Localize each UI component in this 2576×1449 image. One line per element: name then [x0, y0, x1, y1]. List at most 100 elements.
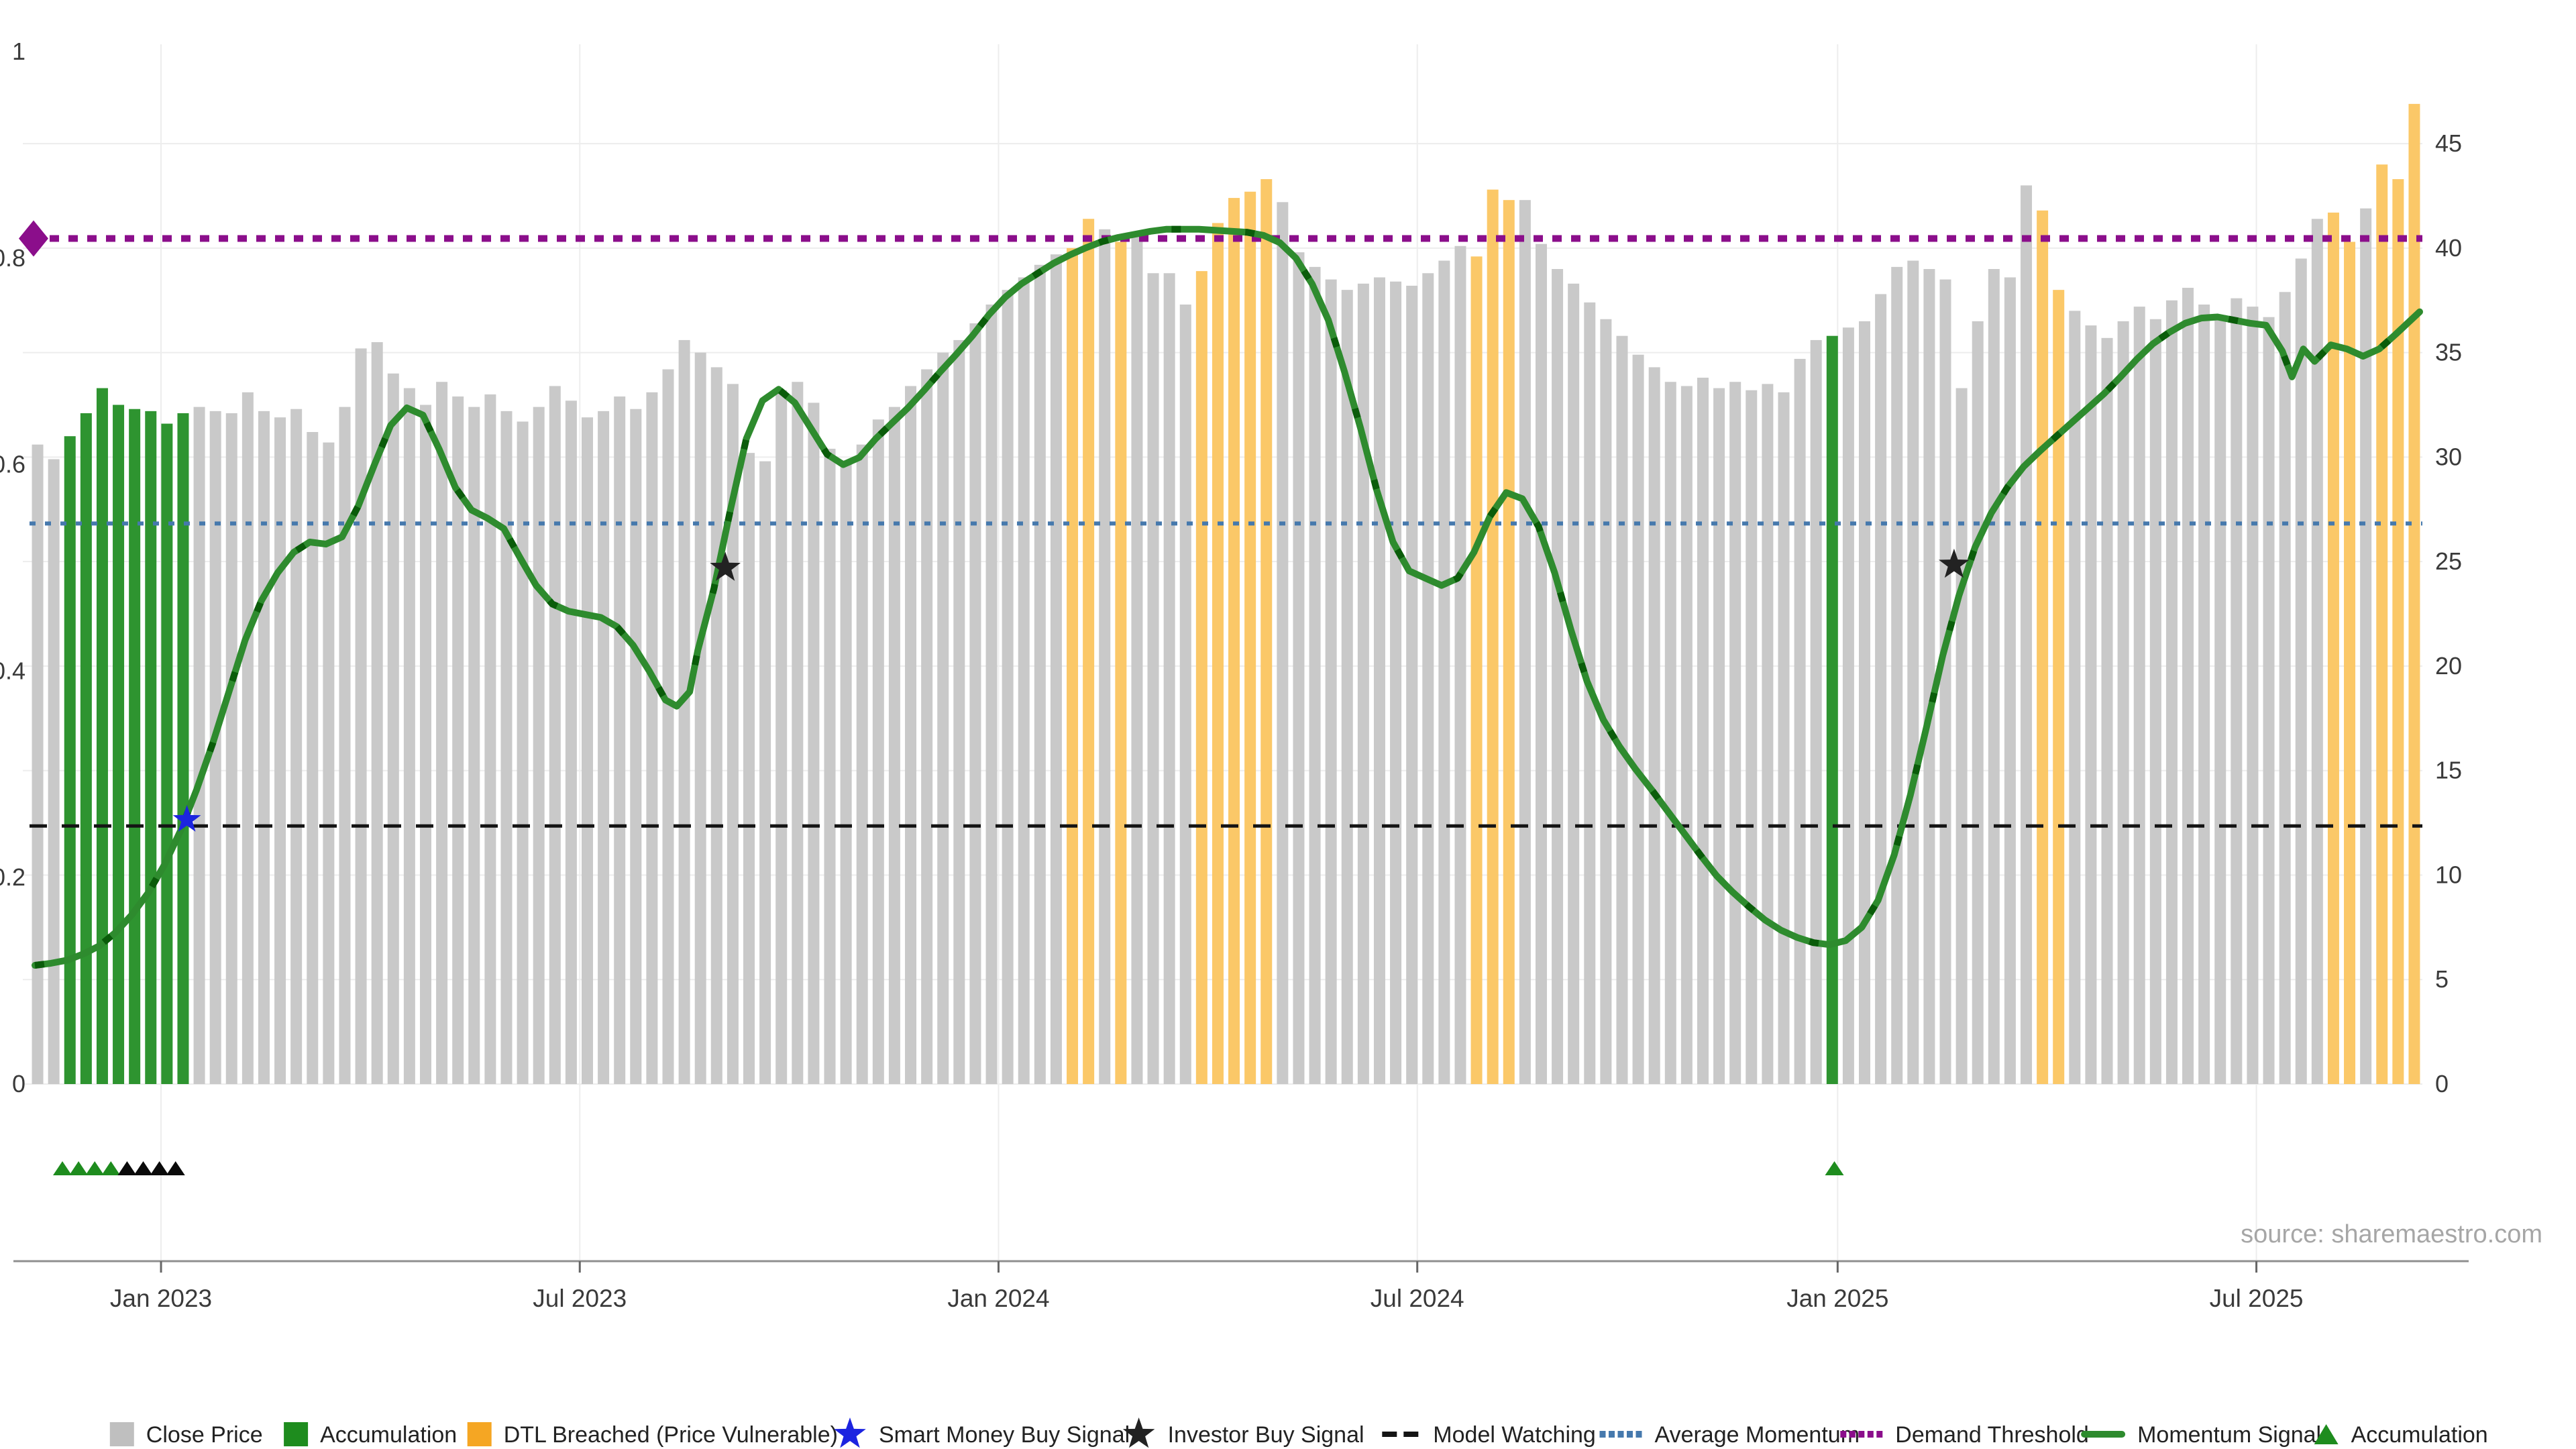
bar-close-price	[403, 388, 415, 1084]
left-axis-tick-label: 0	[12, 1070, 25, 1097]
bar-close-price	[2295, 258, 2307, 1084]
bar-close-price	[985, 304, 998, 1084]
legend-label: Investor Buy Signal	[1168, 1422, 1364, 1448]
bar-close-price	[2247, 307, 2259, 1085]
x-axis-label: Jan 2023	[110, 1285, 212, 1312]
legend-swatch-dots-icon	[1858, 1431, 1865, 1438]
bar-close-price	[678, 339, 690, 1084]
legend-swatch-dots-icon	[1849, 1431, 1856, 1438]
bar-close-price	[323, 442, 335, 1084]
bar-close-price	[1131, 233, 1143, 1084]
bar-close-price	[953, 339, 965, 1084]
bar-close-price	[792, 382, 804, 1085]
bar-close-price	[241, 392, 254, 1085]
bar-close-price	[468, 407, 480, 1084]
bar-close-price	[1373, 277, 1385, 1084]
bar-dtl-breached	[1503, 200, 1515, 1084]
bar-dtl-breached	[2392, 179, 2404, 1084]
legend-swatch-dots-icon	[1627, 1431, 1633, 1438]
bar-close-price	[1454, 246, 1466, 1085]
bar-close-price	[1680, 386, 1693, 1084]
bar-close-price	[1762, 384, 1774, 1084]
legend-label: Demand Threshold	[1895, 1422, 2089, 1448]
bar-close-price	[517, 421, 529, 1084]
bar-dtl-breached	[2408, 103, 2420, 1084]
bar-close-price	[307, 432, 319, 1084]
bar-close-price	[614, 396, 626, 1084]
bar-close-price	[2149, 319, 2161, 1084]
bar-dtl-breached	[1067, 248, 1079, 1084]
bar-close-price	[856, 444, 868, 1084]
legend-swatch-triangle-icon	[2314, 1424, 2339, 1444]
smart-money-buy-star-icon	[172, 805, 201, 832]
accumulation-triangle-icon	[85, 1161, 105, 1175]
accumulation-triangle-icon	[53, 1161, 72, 1175]
bar-close-price	[484, 394, 496, 1084]
bar-close-price	[2069, 311, 2081, 1085]
accumulation-triangle-icon	[1825, 1161, 1844, 1175]
legend-swatch-line-icon	[2081, 1431, 2126, 1438]
legend-swatch-dots-icon	[1609, 1431, 1615, 1438]
bar-close-price	[808, 402, 820, 1084]
bar-accumulation	[113, 405, 125, 1084]
legend-swatch-dots-icon	[1867, 1431, 1874, 1438]
bar-close-price	[193, 407, 205, 1084]
bar-dtl-breached	[2037, 210, 2049, 1084]
bar-close-price	[1794, 358, 1806, 1084]
x-axis-label: Jan 2025	[1786, 1285, 1888, 1312]
bar-close-price	[921, 369, 933, 1084]
bar-close-price	[1147, 273, 1159, 1085]
bar-close-price	[646, 392, 658, 1085]
demand-threshold-diamond-icon	[19, 220, 48, 257]
bar-close-price	[727, 384, 739, 1084]
bar-dtl-breached	[1115, 241, 1127, 1084]
right-axis-tick-label: 35	[2435, 339, 2462, 366]
bar-accumulation	[80, 413, 92, 1084]
bar-close-price	[1939, 279, 1951, 1085]
bar-close-price	[1406, 285, 1418, 1084]
bar-close-price	[1955, 388, 1968, 1084]
accumulation-triangle-icon	[101, 1161, 121, 1175]
bar-close-price	[1552, 269, 1564, 1084]
left-axis-tick-label: 0.4	[0, 657, 25, 684]
bar-close-price	[1600, 319, 1612, 1084]
bar-dtl-breached	[2376, 164, 2388, 1085]
bar-close-price	[48, 459, 60, 1084]
bar-close-price	[743, 453, 755, 1084]
bar-dtl-breached	[2327, 212, 2339, 1084]
right-axis-tick-label: 45	[2435, 129, 2462, 157]
bar-close-price	[1002, 290, 1014, 1085]
legend-swatch-dots-icon	[1635, 1431, 1642, 1438]
right-axis-tick-label: 10	[2435, 861, 2462, 888]
bar-close-price	[1034, 264, 1046, 1084]
bar-close-price	[1648, 367, 1660, 1084]
bar-close-price	[1179, 304, 1191, 1084]
bar-close-price	[840, 461, 852, 1084]
bar-close-price	[339, 407, 351, 1084]
x-axis-label: Jan 2024	[947, 1285, 1049, 1312]
bar-close-price	[1875, 294, 1887, 1084]
bar-close-price	[1357, 283, 1369, 1085]
bar-close-price	[1746, 390, 1758, 1084]
legend-label: DTL Breached (Price Vulnerable)	[504, 1422, 838, 1448]
bar-close-price	[1519, 200, 1531, 1084]
bar-close-price	[1729, 382, 1741, 1085]
legend-label: Average Momentum	[1655, 1422, 1860, 1448]
bar-close-price	[1778, 392, 1790, 1085]
bar-dtl-breached	[1212, 223, 1224, 1084]
bar-close-price	[905, 386, 917, 1084]
bar-close-price	[371, 342, 383, 1084]
legend-swatch-square	[467, 1422, 492, 1446]
bar-close-price	[2311, 219, 2323, 1085]
bar-close-price	[2263, 317, 2275, 1085]
legend-swatch-star-icon	[834, 1417, 866, 1448]
bar-accumulation	[129, 409, 141, 1084]
bar-close-price	[452, 396, 464, 1084]
bar-close-price	[1099, 229, 1111, 1085]
bar-close-price	[1018, 277, 1030, 1084]
bar-close-price	[225, 413, 237, 1084]
right-axis-tick-label: 40	[2435, 234, 2462, 262]
legend-label: Accumulation	[2351, 1422, 2488, 1448]
bar-close-price	[274, 417, 286, 1084]
